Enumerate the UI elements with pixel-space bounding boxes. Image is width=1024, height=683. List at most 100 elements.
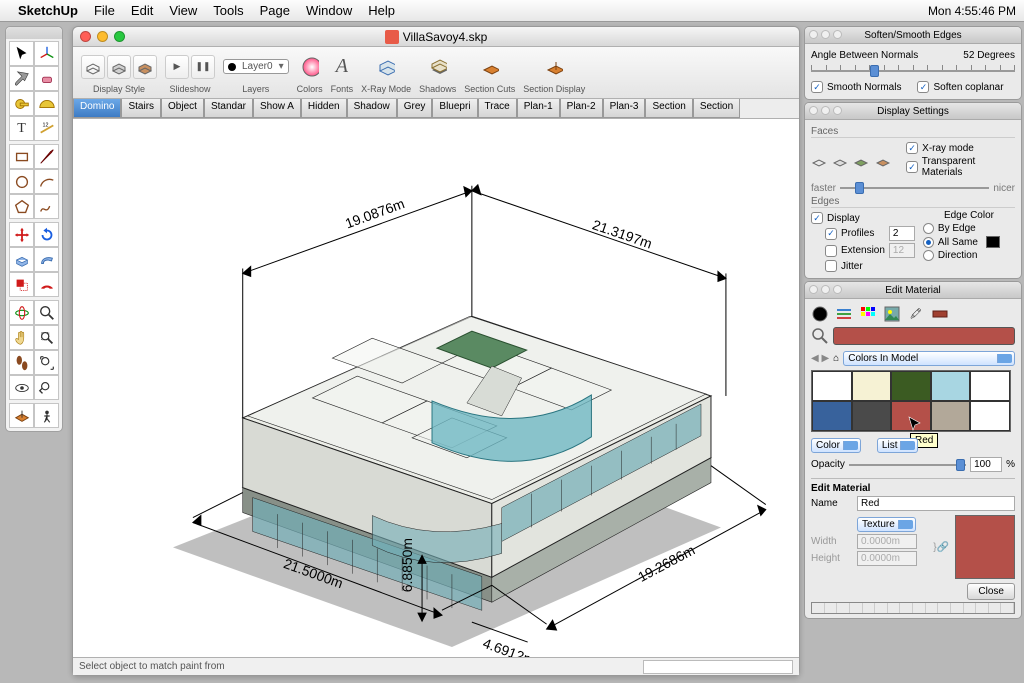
pause-button[interactable]: ❚❚ [191,55,215,79]
section-display-group[interactable]: Section Display [523,52,585,94]
extension-checkbox[interactable] [825,245,837,257]
scene-tab[interactable]: Domino [73,99,121,118]
extension-value[interactable] [889,243,915,258]
texture-height[interactable] [857,551,917,566]
style-textured[interactable] [133,55,157,79]
polygon-tool[interactable] [9,194,34,219]
texture-width[interactable] [857,534,917,549]
swatch[interactable] [891,371,931,401]
rotate-tool[interactable] [34,222,59,247]
swatch[interactable] [852,401,892,431]
swatch[interactable] [931,371,971,401]
home-icon[interactable]: ⌂ [833,353,839,364]
dimension-tool[interactable]: 12 [34,116,59,141]
zoom-window-tool[interactable] [34,325,59,350]
jitter-checkbox[interactable] [825,260,837,272]
rectangle-tool[interactable] [9,144,34,169]
circle-tool[interactable] [9,169,34,194]
look-tool[interactable] [9,375,34,400]
swatch[interactable] [931,401,971,431]
texture-select[interactable]: Texture [857,517,916,532]
brick-icon[interactable] [931,305,949,323]
swatch[interactable] [970,371,1010,401]
all-same-radio[interactable] [923,237,934,248]
profiles-checkbox[interactable]: ✓ [825,228,837,240]
style-icon-3[interactable] [854,151,871,169]
menu-tools[interactable]: Tools [213,3,243,18]
pushpull-tool[interactable] [9,247,34,272]
by-edge-radio[interactable] [923,223,934,234]
viewport[interactable]: 19.0876m 21.3197m 21.5000m [73,119,799,657]
scene-tab[interactable]: Shadow [347,99,397,118]
swatch[interactable] [970,401,1010,431]
quality-slider[interactable] [840,182,989,194]
opacity-value[interactable] [970,457,1002,472]
swatch[interactable] [812,401,852,431]
protractor-tool[interactable] [34,91,59,116]
scene-tab[interactable]: Section [645,99,692,118]
crayons-icon[interactable]: 🖍 [907,305,925,323]
prev-view-tool[interactable] [34,375,59,400]
colors-group[interactable]: Colors [297,52,323,94]
list-select[interactable]: List [877,438,919,453]
followme-tool[interactable] [34,247,59,272]
style-icon-1[interactable] [811,151,828,169]
section-cuts-group[interactable]: Section Cuts [464,52,515,94]
orbit-tool[interactable] [9,300,34,325]
position-camera-tool[interactable] [34,403,59,428]
zoom-tool[interactable] [34,300,59,325]
style-wireframe[interactable] [81,55,105,79]
scene-tab[interactable]: Standar [204,99,253,118]
sliders-icon[interactable] [835,305,853,323]
scale-tool[interactable] [9,272,34,297]
color-mode-select[interactable]: Color [811,438,861,453]
style-icon-4[interactable] [875,151,892,169]
style-icon-2[interactable] [832,151,849,169]
scene-tab[interactable]: Stairs [121,99,161,118]
profiles-value[interactable] [889,226,915,241]
menu-file[interactable]: File [94,3,115,18]
scene-tab[interactable]: Bluepri [432,99,477,118]
window-titlebar[interactable]: VillaSavoy4.skp [73,27,799,47]
display-edges-checkbox[interactable]: ✓ [811,212,823,224]
xray-mode-group[interactable]: X-Ray Mode [361,52,411,94]
smooth-normals-checkbox[interactable]: ✓ [811,81,823,93]
scene-tab[interactable]: Grey [397,99,433,118]
walk-tool[interactable] [9,350,34,375]
scene-tab[interactable]: Plan-2 [560,99,603,118]
menu-help[interactable]: Help [368,3,395,18]
shadows-group[interactable]: Shadows [419,52,456,94]
image-palette-icon[interactable] [883,305,901,323]
zoom-extents-tool[interactable] [34,350,59,375]
axes-tool[interactable] [34,41,59,66]
traffic-lights[interactable] [80,31,125,42]
xray-checkbox[interactable]: ✓ [906,142,918,154]
menu-window[interactable]: Window [306,3,352,18]
close-button[interactable]: Close [967,583,1015,600]
arc-tool[interactable] [34,169,59,194]
text-tool[interactable]: T [9,116,34,141]
transparent-checkbox[interactable]: ✓ [906,161,918,173]
measurement-input[interactable] [643,660,793,674]
scene-tab[interactable]: Plan-1 [517,99,560,118]
close-button[interactable] [80,31,91,42]
play-button[interactable]: ▶ [165,55,189,79]
opacity-slider[interactable] [849,459,966,471]
swatch[interactable] [812,371,852,401]
palette-icon[interactable] [859,305,877,323]
scene-tab[interactable]: Show A [253,99,301,118]
mini-swatches[interactable] [811,602,1015,614]
move-tool[interactable] [9,222,34,247]
material-name-input[interactable] [857,496,1015,511]
color-wheel-icon[interactable] [811,305,829,323]
eraser-tool[interactable] [34,66,59,91]
scene-tab[interactable]: Plan-3 [603,99,646,118]
scene-tab[interactable]: Hidden [301,99,347,118]
swatch-selected[interactable] [891,401,931,431]
angle-slider[interactable] [811,65,1015,77]
menu-edit[interactable]: Edit [131,3,153,18]
style-shaded[interactable] [107,55,131,79]
paint-tool[interactable] [9,66,34,91]
section-tool[interactable] [9,403,34,428]
select-tool[interactable] [9,41,34,66]
